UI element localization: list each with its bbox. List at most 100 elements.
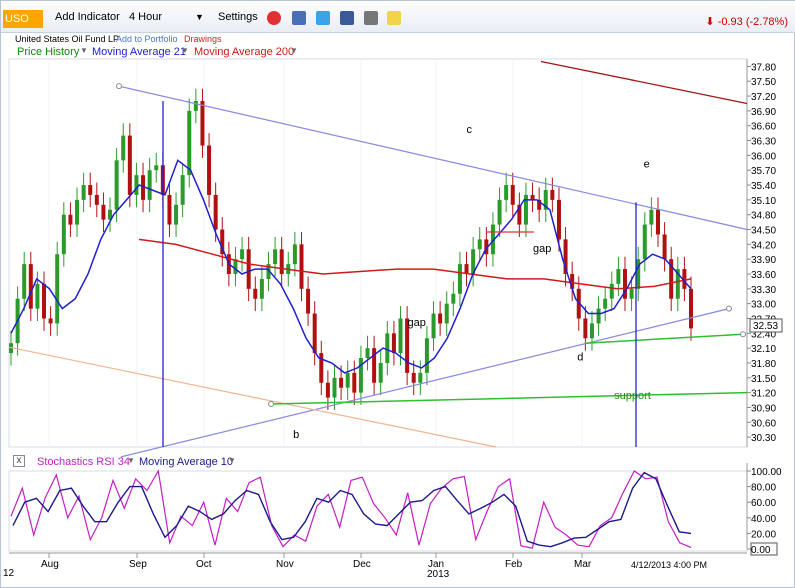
candle-body (352, 372, 357, 393)
candle-body (174, 204, 179, 225)
main-legend: Price History ▼ Moving Average 21 ▼ Movi… (1, 45, 795, 59)
candle-body (68, 214, 73, 225)
support-line-upper (584, 333, 744, 344)
support-handle (740, 331, 746, 338)
legend-ma10-chevron-icon[interactable]: ▼ (228, 456, 236, 465)
support-handle (268, 400, 274, 407)
candle-body (444, 303, 449, 324)
candle-body (543, 189, 548, 210)
candle-body (451, 293, 456, 304)
legend-price-chevron-icon[interactable]: ▼ (80, 46, 88, 55)
y-tick-label: 36.60 (751, 122, 776, 133)
candle-body (141, 175, 146, 200)
twitter-icon[interactable] (316, 11, 330, 25)
candle-body (127, 135, 132, 195)
legend-stoch-rsi[interactable]: Stochastics RSI 34 (37, 456, 130, 468)
candle-body (345, 372, 350, 388)
candle-body (385, 333, 390, 363)
y-tick-label: 31.80 (751, 359, 776, 370)
y-tick-label: 34.50 (751, 226, 776, 237)
camera-icon[interactable] (364, 11, 378, 25)
y-tick-label: 33.30 (751, 285, 776, 296)
symbol-input[interactable]: USO (3, 10, 43, 28)
add-to-portfolio-link[interactable]: Add to Portfolio (116, 34, 178, 44)
candle-body (319, 353, 324, 383)
candle-body (424, 338, 429, 373)
legend-ma21-chevron-icon[interactable]: ▼ (181, 46, 189, 55)
y-tick-label: 36.30 (751, 137, 776, 148)
candle-body (75, 199, 80, 225)
trendline-handle (116, 83, 122, 90)
x-tick-label: Nov (276, 559, 294, 570)
book-icon[interactable] (292, 11, 306, 25)
legend-ma21[interactable]: Moving Average 21 (92, 46, 186, 58)
legend-price-history[interactable]: Price History (17, 46, 80, 58)
candle-body (365, 348, 370, 359)
candle-body (253, 288, 258, 299)
year-label: 2013 (427, 569, 450, 580)
candle-body (325, 382, 330, 398)
annotation: d (577, 352, 583, 364)
drawings-link[interactable]: Drawings (184, 34, 222, 44)
close-icon[interactable]: x (13, 455, 25, 467)
y-tick-label: 35.70 (751, 166, 776, 177)
settings-button[interactable]: Settings (218, 11, 258, 23)
candle-body (61, 214, 66, 255)
candle-body (504, 185, 509, 200)
candle-body (55, 254, 60, 324)
y-tick-label: 80.00 (751, 483, 776, 494)
instrument-name: United States Oil Fund LP (15, 34, 120, 44)
add-indicator-button[interactable]: Add Indicator (55, 11, 120, 23)
note-icon[interactable] (387, 11, 401, 25)
y-tick-label: 32.10 (751, 344, 776, 355)
facebook-icon[interactable] (340, 11, 354, 25)
candle-body (636, 259, 641, 289)
candle-body (28, 264, 33, 309)
candle-body (312, 313, 317, 354)
candle-body (517, 204, 522, 225)
y-tick-label: 37.20 (751, 92, 776, 103)
candle-body (675, 269, 680, 299)
annotation: gap (533, 243, 551, 255)
ma21-line (10, 159, 692, 374)
subheader: United States Oil Fund LP Add to Portfol… (1, 33, 795, 45)
chevron-down-icon[interactable]: ▼ (195, 12, 204, 22)
candle-body (662, 234, 667, 260)
candle-body (207, 145, 212, 195)
annotation: support (614, 390, 651, 402)
candle-body (154, 165, 159, 171)
interval-select[interactable]: 4 Hour (129, 11, 163, 23)
legend-ma10[interactable]: Moving Average 10 (139, 456, 233, 468)
x-tick-label: Feb (505, 559, 523, 570)
candle-body (378, 362, 383, 383)
candle-body (431, 313, 436, 339)
candle-body (292, 244, 297, 265)
candle-body (220, 229, 225, 255)
candle-body (180, 175, 185, 205)
candle-body (411, 372, 416, 383)
candle-body (332, 377, 337, 398)
y-tick-label: 33.00 (751, 300, 776, 311)
candle-body (556, 199, 561, 240)
y-tick-label: 40.00 (751, 514, 776, 525)
y-tick-label: 35.10 (751, 196, 776, 207)
candle-body (596, 308, 601, 324)
candle-body (616, 269, 621, 284)
price-change: ⬇ -0.93 (-2.78%) (705, 15, 788, 28)
legend-stoch-chevron-icon[interactable]: ▼ (127, 456, 135, 465)
x-tick-label: Oct (196, 559, 212, 570)
x-tick-label: Mar (574, 559, 592, 570)
candle-body (471, 249, 476, 275)
annotation: c (467, 124, 473, 136)
candle-body (246, 249, 251, 289)
legend-ma200[interactable]: Moving Average 200 (194, 46, 295, 58)
candle-body (669, 259, 674, 299)
candle-body (689, 288, 693, 329)
alarm-clock-icon[interactable] (267, 11, 281, 25)
candle-body (200, 101, 205, 146)
candle-body (563, 239, 568, 275)
legend-ma200-chevron-icon[interactable]: ▼ (290, 46, 298, 55)
candle-body (240, 249, 245, 260)
candle-body (649, 209, 654, 225)
